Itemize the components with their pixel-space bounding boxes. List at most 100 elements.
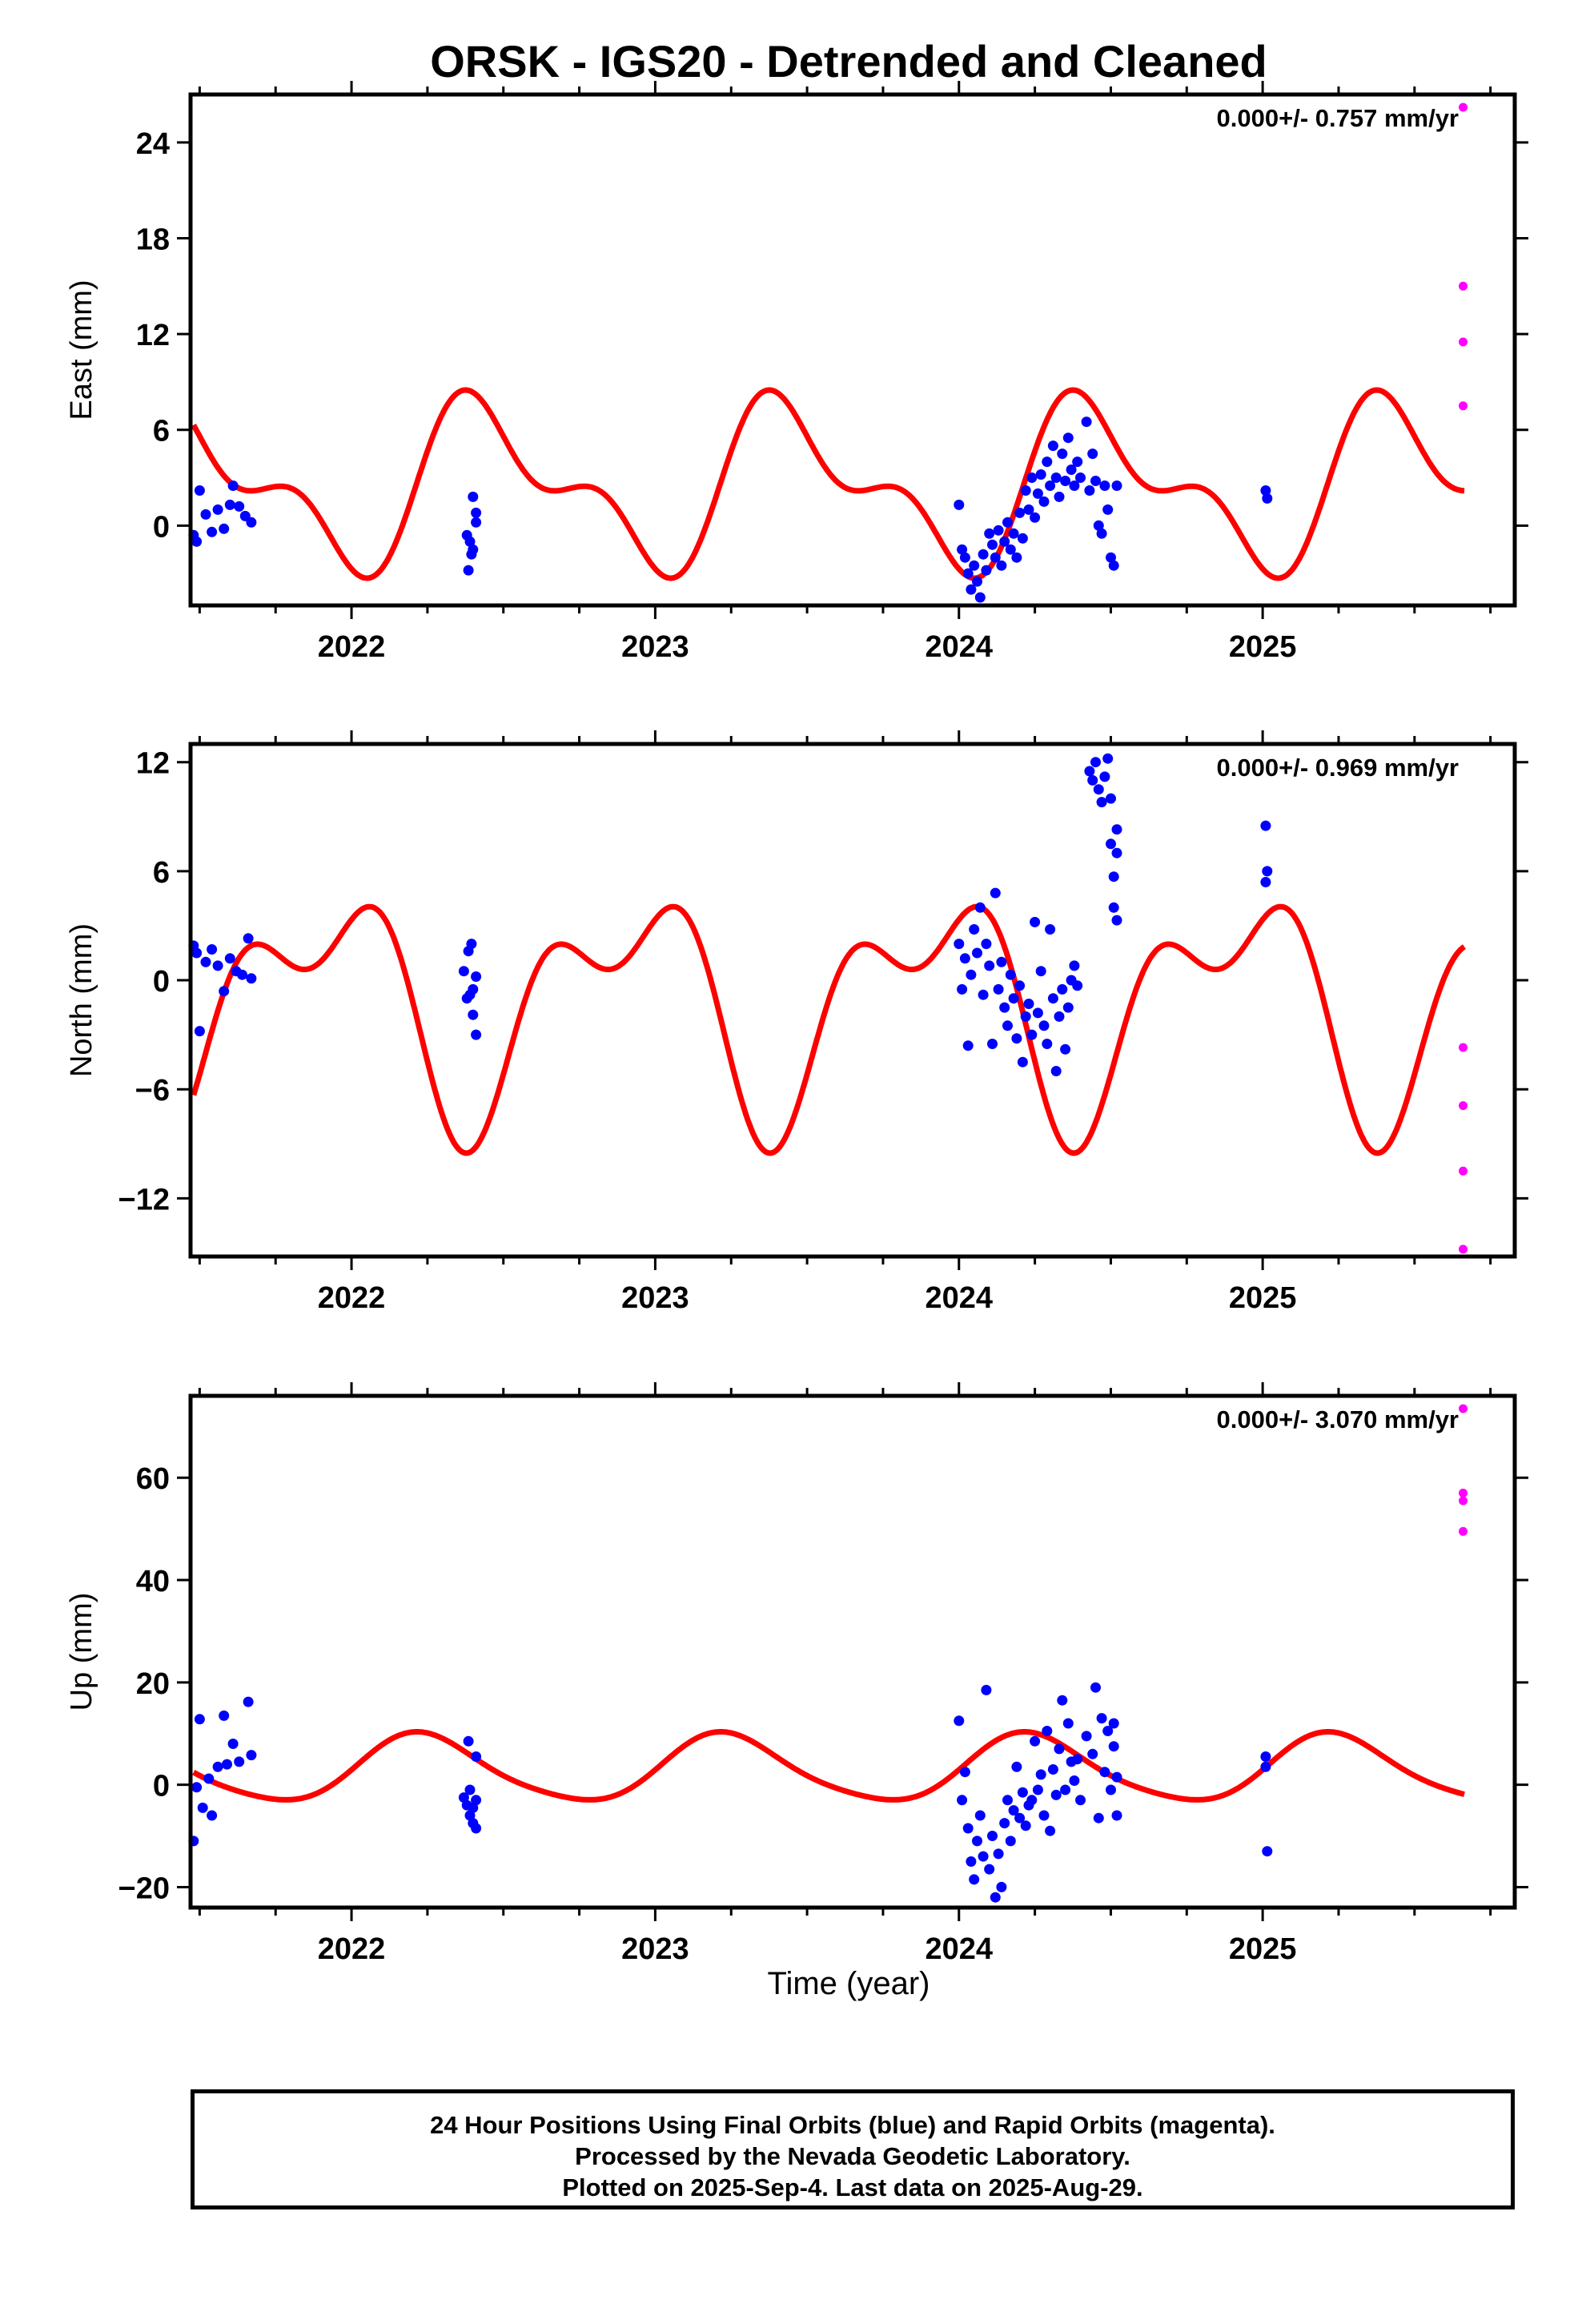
east-plot-frame: [188, 92, 1517, 608]
north-final-point: [1002, 1020, 1013, 1031]
north-final-point: [1042, 1039, 1053, 1049]
north-final-point: [1099, 771, 1110, 782]
north-final-point: [468, 1009, 479, 1020]
x-axis-label: Time (year): [768, 1966, 930, 2001]
east-rapid-point: [1459, 401, 1468, 411]
up-final-point: [1108, 1741, 1119, 1752]
up-final-point: [1111, 1810, 1122, 1821]
north-rapid-point: [1459, 1166, 1468, 1176]
north-final-point: [962, 1040, 974, 1051]
east-ytick-label: 0: [153, 510, 170, 544]
up-final-point: [969, 1874, 980, 1885]
east-final-point: [1023, 504, 1034, 515]
north-ytick-label: 0: [153, 965, 170, 999]
up-final-point: [203, 1773, 215, 1784]
up-final-point: [1038, 1810, 1050, 1821]
east-final-point: [224, 499, 235, 510]
up-final-point: [227, 1739, 239, 1749]
east-final-point: [957, 544, 968, 555]
up-xtick-label: 2022: [318, 1932, 386, 1966]
east-ytick-label: 12: [136, 319, 170, 352]
east-final-point: [978, 549, 989, 560]
up-final-point: [981, 1684, 992, 1695]
east-final-point: [464, 536, 476, 547]
east-final-point: [1075, 472, 1086, 483]
north-final-point: [1108, 871, 1119, 883]
north-plot-frame: [188, 742, 1517, 1259]
east-final-point: [1084, 485, 1095, 496]
up-final-point: [471, 1795, 482, 1806]
up-final-point: [1047, 1764, 1058, 1775]
north-final-point: [990, 887, 1001, 899]
up-final-point: [219, 1710, 230, 1721]
north-final-point: [974, 902, 986, 913]
east-final-point: [1099, 480, 1110, 491]
up-final-point: [1093, 1812, 1104, 1823]
north-final-point: [1108, 902, 1119, 913]
east-final-point: [969, 560, 980, 571]
north-final-point: [1057, 983, 1068, 995]
east-ylabel: East (mm): [65, 279, 98, 420]
north-final-point: [191, 947, 203, 959]
east-final-point: [1060, 476, 1071, 486]
north-final-point: [1106, 838, 1116, 850]
up-ytick-label: 20: [136, 1667, 170, 1701]
east-model-curve: [191, 387, 1466, 581]
up-final-point: [999, 1818, 1010, 1829]
north-final-point: [246, 973, 257, 984]
north-ytick-label: 6: [153, 856, 170, 890]
east-final-point: [974, 592, 986, 603]
up-final-point: [222, 1759, 232, 1770]
north-ytick-label: −12: [118, 1183, 170, 1216]
north-final-point: [978, 989, 989, 1000]
up-final-point: [1096, 1713, 1107, 1724]
up-ylabel: Up (mm): [65, 1593, 98, 1711]
panels-group: 0 6 12 18 24 2022 2023 2024 2025 East (mm) 0.000+/…: [65, 81, 1528, 1966]
up-final-point: [974, 1810, 986, 1821]
east-final-point: [1066, 464, 1077, 475]
up-final-point: [1011, 1761, 1022, 1772]
east-final-point: [993, 525, 1004, 536]
east-ytick-label: 18: [136, 223, 170, 256]
east-final-point: [471, 507, 482, 518]
north-final-point: [1111, 847, 1122, 858]
up-xtick-label: 2023: [621, 1932, 689, 1966]
north-final-point: [1262, 866, 1273, 877]
east-final-point: [191, 536, 203, 547]
north-final-point: [1023, 999, 1034, 1009]
east-final-point: [990, 552, 1001, 563]
up-final-point: [987, 1831, 998, 1841]
east-final-point: [1096, 528, 1107, 539]
east-final-point: [1260, 485, 1271, 496]
up-final-point: [972, 1835, 982, 1847]
east-final-point: [1035, 469, 1046, 480]
east-final-point: [471, 517, 482, 528]
up-final-point: [1017, 1787, 1028, 1798]
north-final-point: [471, 971, 482, 982]
east-final-point: [1072, 456, 1083, 468]
east-final-point: [996, 560, 1007, 571]
north-final-point: [987, 1039, 998, 1049]
north-final-point: [1054, 1011, 1065, 1022]
north-final-point: [1017, 1056, 1028, 1068]
north-final-point: [966, 969, 977, 980]
east-final-point: [219, 523, 230, 534]
up-final-point: [234, 1756, 245, 1767]
panel-east: 0 6 12 18 24 2022 2023 2024 2025 East (mm) 0.000+/…: [65, 81, 1528, 664]
east-final-point: [1262, 493, 1273, 504]
north-final-point: [969, 924, 980, 935]
up-final-point: [207, 1810, 218, 1821]
east-final-point: [468, 544, 479, 555]
up-plot-frame: [188, 1393, 1517, 1910]
east-final-point: [1087, 448, 1098, 460]
north-final-point: [224, 953, 235, 964]
up-final-point: [1054, 1743, 1065, 1755]
up-final-point: [1062, 1718, 1074, 1729]
up-final-point: [197, 1802, 208, 1813]
north-final-point: [1008, 993, 1019, 1004]
east-final-point: [1093, 520, 1104, 531]
north-final-point: [1060, 1043, 1071, 1055]
north-rapid-point: [1459, 1043, 1468, 1052]
up-final-point: [1030, 1735, 1041, 1747]
